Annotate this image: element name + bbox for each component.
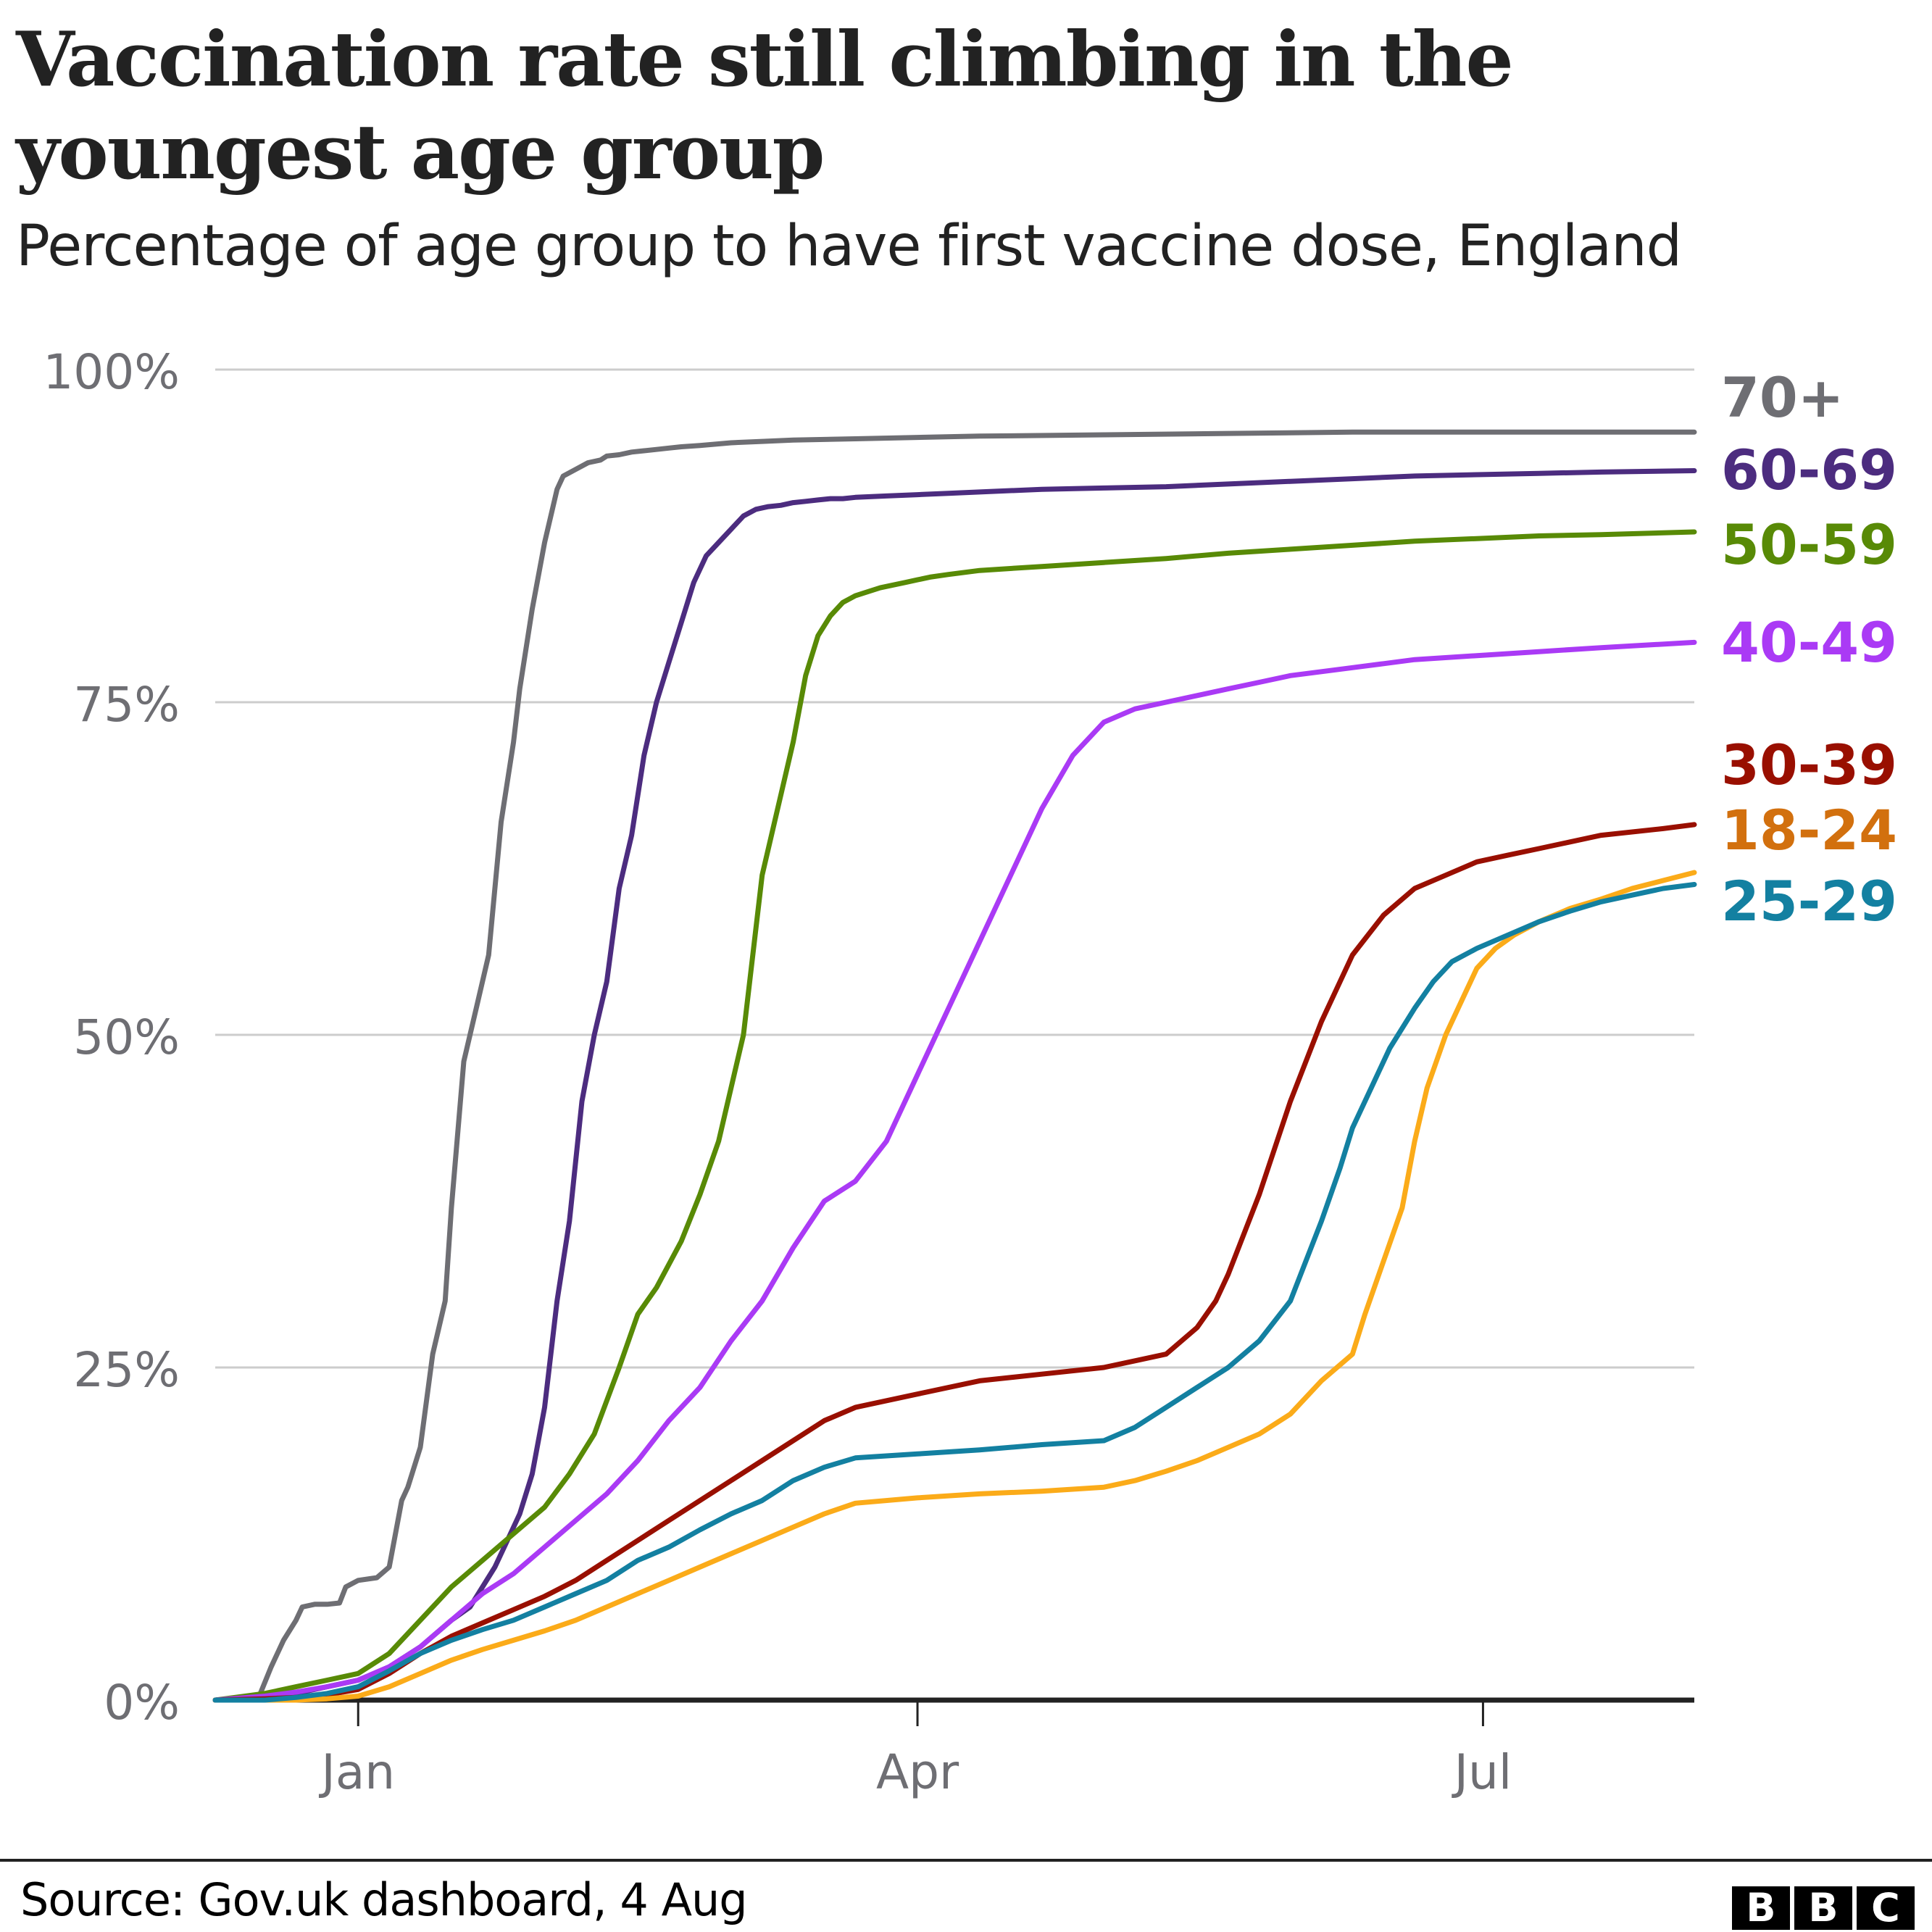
line-chart: 0% 25% 50% 75% 100% Jan Apr Jul 70+ 60-69 50-59 4… — [43, 344, 1897, 1800]
y-tick-label: 100% — [43, 344, 180, 400]
series-label-18-24: 18-24 — [1721, 798, 1897, 862]
y-tick-label: 50% — [73, 1009, 180, 1065]
series-line-40-49 — [212, 639, 1697, 1703]
series-label-30-39: 30-39 — [1721, 733, 1897, 797]
series-label-70+: 70+ — [1721, 365, 1844, 430]
y-tick-label: 75% — [73, 677, 180, 733]
series-line-25-29 — [212, 882, 1697, 1703]
series-line-60-69 — [212, 468, 1697, 1703]
series-label-50-59: 50-59 — [1721, 512, 1897, 577]
series-label-25-29: 25-29 — [1721, 869, 1897, 933]
series-line-50-59 — [212, 529, 1697, 1703]
bbc-logo: B B C — [1732, 1886, 1915, 1930]
x-axis: Jan Apr Jul — [215, 1697, 1694, 1800]
series-lines — [212, 429, 1697, 1703]
bbc-logo-letter: B — [1794, 1886, 1852, 1930]
series-label-40-49: 40-49 — [1721, 610, 1897, 675]
x-tick-label: Apr — [876, 1744, 959, 1800]
gridlines — [215, 368, 1694, 1369]
chart-subtitle: Percentage of age group to have first va… — [16, 214, 1682, 279]
x-tick-label: Jul — [1452, 1744, 1512, 1800]
series-line-30-39 — [212, 822, 1697, 1703]
source-note: Source: Gov.uk dashboard, 4 Aug — [20, 1873, 748, 1926]
x-tick-label: Jan — [318, 1744, 395, 1800]
series-line-18-24 — [212, 870, 1697, 1703]
footer-divider — [0, 1859, 1932, 1862]
bbc-logo-letter: C — [1857, 1886, 1915, 1930]
y-axis-ticks: 0% 25% 50% 75% 100% — [43, 344, 180, 1731]
series-label-60-69: 60-69 — [1721, 438, 1897, 502]
series-line-70+ — [212, 429, 1697, 1703]
bbc-logo-letter: B — [1732, 1886, 1790, 1930]
y-tick-label: 25% — [73, 1342, 180, 1398]
chart-title: Vaccination rate still climbing in the y… — [16, 14, 1514, 196]
y-tick-label: 0% — [104, 1675, 180, 1731]
